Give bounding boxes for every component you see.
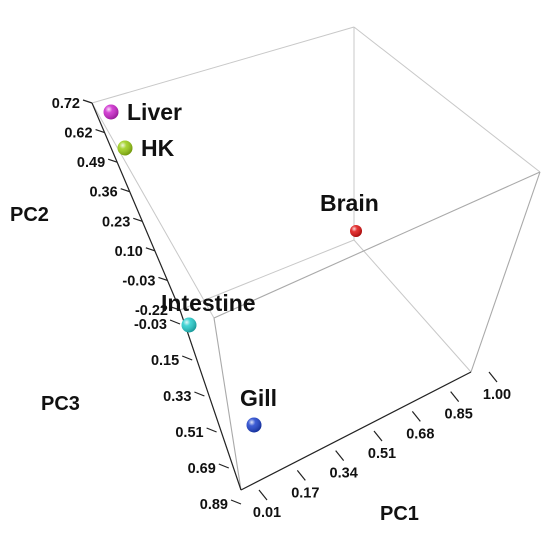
pc1-tick-label: 0.51: [368, 446, 396, 462]
pc3-axis-title: PC3: [41, 393, 80, 415]
pc3-tick-label: 0.69: [188, 461, 216, 477]
pc3-tick-label: 0.15: [151, 353, 179, 369]
pc3-tick-label: 0.33: [163, 389, 191, 405]
pc2-ticks: 0.72 0.62 0.49 0.36 0.23 0.10 -0.03 -0.22: [52, 96, 181, 319]
box-edge-front-vertical: [213, 317, 242, 491]
point-liver-highlight: [103, 104, 119, 120]
pc2-tick-mark: [120, 188, 130, 193]
pc1-tick-label: 0.85: [445, 407, 473, 423]
pc1-tick-mark: [411, 410, 421, 422]
pc2-tick-label: 0.36: [89, 185, 117, 201]
point-intestine-highlight: [181, 317, 197, 333]
pc1-tick-label: 0.34: [330, 466, 358, 482]
pc3-ticks: -0.03 0.15 0.33 0.51 0.69 0.89: [134, 317, 242, 513]
pc3-tick-mark: [194, 391, 205, 397]
pc3-tick-mark: [218, 463, 230, 469]
pc2-tick-label: 0.72: [52, 96, 80, 112]
box-edge-front-top: [213, 171, 541, 319]
pc1-tick-label: 0.01: [253, 505, 281, 521]
pc2-tick-label: 0.49: [77, 155, 105, 171]
box-edge-top-front: [91, 102, 215, 319]
pc1-tick-mark: [296, 469, 306, 481]
bounding-box: [91, 26, 541, 491]
point-gill-label: Gill: [240, 385, 277, 411]
pc1-tick-label: 0.17: [291, 485, 319, 501]
pc2-axis-title: PC2: [10, 204, 49, 226]
pc1-tick-mark: [373, 430, 383, 442]
pc2-tick-label: 0.23: [102, 214, 130, 230]
pc1-tick-mark: [258, 489, 268, 501]
data-points: Liver HK Brain Intestine Gill: [103, 99, 379, 433]
pc1-ticks: 0.01 0.17 0.34 0.51 0.68 0.85 1.00: [253, 371, 511, 521]
pc1-axis-line: [240, 371, 472, 491]
pc2-tick-mark: [158, 276, 168, 281]
pc1-tick-label: 1.00: [483, 387, 511, 403]
box-edge-back-bottom-left: [179, 239, 355, 311]
pc2-tick-label: -0.22: [135, 303, 168, 319]
pc2-tick-label: 0.62: [64, 126, 92, 142]
pc1-tick-label: 0.68: [406, 426, 434, 442]
pc2-tick-mark: [133, 217, 143, 222]
pc1-tick-mark: [488, 371, 498, 383]
pc2-tick-mark: [145, 247, 156, 252]
pc3-tick-mark: [230, 499, 242, 505]
point-hk-highlight: [117, 140, 133, 156]
point-hk-label: HK: [141, 135, 175, 161]
pc3-tick-label: -0.03: [134, 317, 167, 333]
pc3-axis-line: [179, 309, 242, 491]
box-edge-back-top: [91, 26, 355, 104]
pc3-tick-mark: [181, 355, 193, 361]
pc1-tick-mark: [450, 391, 460, 403]
pc2-tick-label: 0.10: [115, 244, 143, 260]
pc3-tick-label: 0.51: [175, 425, 203, 441]
point-gill-highlight: [246, 417, 262, 433]
box-edge-top-right: [353, 26, 541, 173]
pc2-axis-line: [91, 102, 181, 311]
pc3-tick-mark: [169, 319, 181, 325]
pc1-axis-title: PC1: [380, 503, 419, 525]
point-intestine-label: Intestine: [161, 290, 256, 316]
pc1-tick-mark: [335, 450, 345, 462]
pc2-tick-mark: [170, 306, 181, 311]
pc3-tick-mark: [206, 427, 217, 433]
pc2-tick-mark: [95, 129, 105, 134]
point-liver-label: Liver: [127, 99, 182, 125]
pc3-tick-label: 0.89: [200, 497, 228, 513]
box-edge-back-bottom-right: [353, 239, 472, 373]
pc2-tick-label: -0.03: [122, 273, 155, 289]
point-brain-highlight: [350, 225, 362, 237]
pc2-tick-mark: [82, 99, 93, 104]
point-brain-label: Brain: [320, 190, 379, 216]
pc2-tick-mark: [107, 158, 118, 163]
box-edge-right-vertical: [470, 171, 541, 373]
